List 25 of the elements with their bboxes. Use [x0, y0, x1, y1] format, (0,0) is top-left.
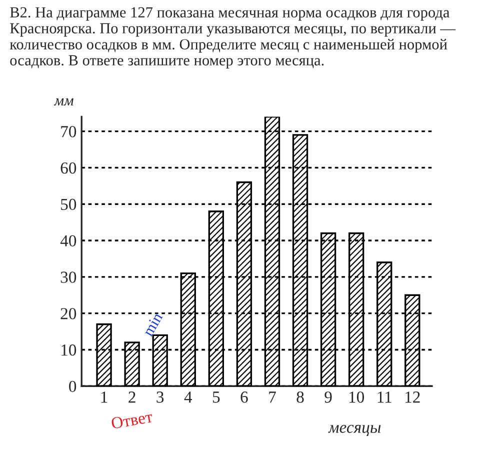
chart-title: B2. На диаграмме 127 показана месячная норма осадков для города Красноярска. По горизонтали указываются месяцы, по вертикали — количество осадков в мм. Определите месяц с наименьшей нормой осадков. В ответе запишите номер этого месяца. [10, 7, 456, 69]
x-tick-label: 8 [296, 391, 304, 403]
x-tick-label: 11 [378, 392, 392, 403]
x-tick-label: 4 [184, 392, 192, 403]
y-tick-label: 20 [60, 308, 76, 320]
y-tick-label: 70 [61, 126, 76, 138]
x-tick-label: 1 [101, 392, 108, 403]
x-tick-label: 9 [324, 392, 332, 403]
x-axis-title: месяцы [328, 424, 381, 436]
y-tick-label: 40 [60, 235, 76, 246]
x-tick-label: 5 [212, 392, 220, 403]
x-tick-label: 3 [156, 392, 164, 403]
x-tick-label: 12 [406, 392, 420, 403]
x-tick-label: 2 [128, 392, 136, 403]
y-tick-label: 30 [60, 272, 76, 283]
y-tick-label: 60 [60, 162, 76, 174]
x-tick-label: 7 [269, 392, 276, 403]
x-tick-label: 6 [240, 392, 248, 403]
annotation: min [142, 312, 163, 337]
y-tick-label: 0 [69, 380, 76, 392]
text: Ответ [110, 410, 154, 430]
x-tick-label: 10 [349, 391, 364, 403]
y-tick-label: 50 [61, 198, 76, 210]
y-axis-title: мм [54, 98, 74, 106]
y-tick-label: 10 [62, 344, 76, 356]
